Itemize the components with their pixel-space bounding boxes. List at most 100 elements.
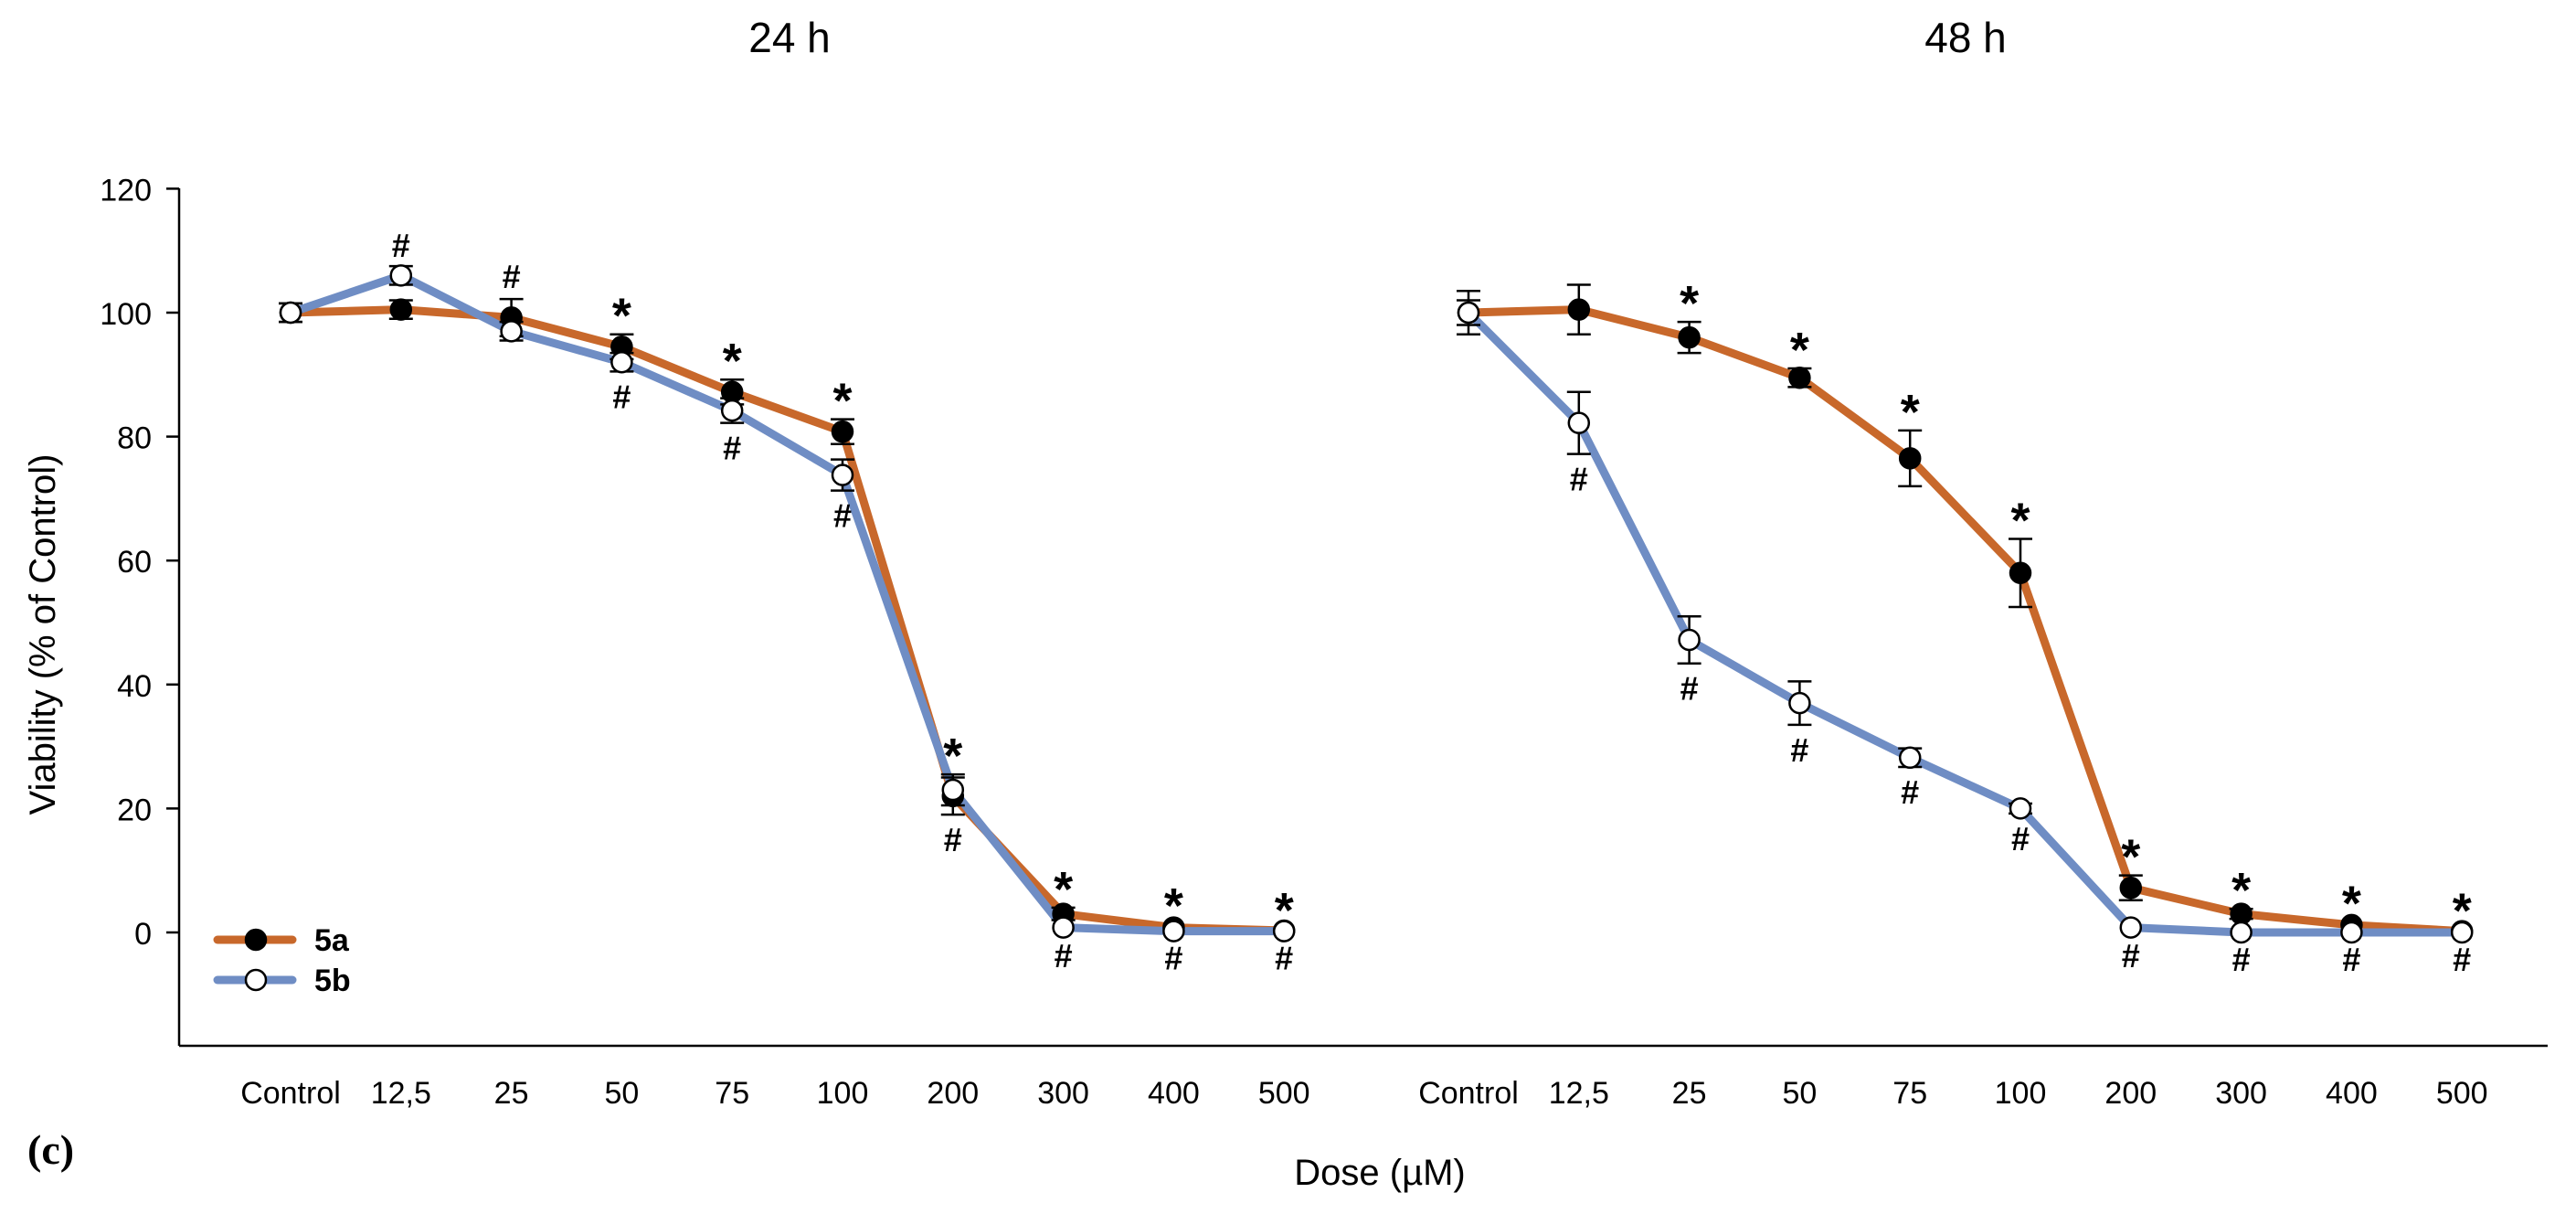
- legend-marker-5a: [244, 928, 268, 952]
- x-tick-label: 400: [2326, 1076, 2378, 1111]
- significance-star: *: [832, 374, 852, 429]
- y-axis-label: Viability (% of Control): [23, 454, 63, 815]
- data-point-5b: [610, 350, 633, 374]
- significance-hash: #: [2122, 937, 2140, 974]
- significance-star: *: [2342, 876, 2361, 931]
- data-point-5b: [1898, 746, 1922, 770]
- series-line-5b: [1464, 308, 2466, 937]
- significance-star: *: [943, 729, 962, 783]
- data-point-5b: [2340, 921, 2363, 944]
- x-tick-label: 300: [2215, 1076, 2267, 1111]
- significance-hash: #: [723, 430, 741, 467]
- significance-hash: #: [2453, 941, 2471, 978]
- significance-star: *: [1790, 323, 1809, 378]
- data-point-5b: [2450, 921, 2474, 944]
- data-point-5b: [1272, 920, 1296, 942]
- significance-hash: #: [2342, 941, 2360, 978]
- panel-0: ##*#*#*#*#*#*#*#: [279, 227, 1296, 977]
- x-tick-label: 75: [1892, 1076, 1927, 1111]
- significance-star: *: [612, 289, 631, 344]
- panel-1: #*#*#*#*# *#*#*#*#: [1457, 276, 2474, 978]
- series-line-5a: [1464, 305, 2466, 936]
- x-tick-label: 200: [2104, 1076, 2157, 1111]
- plot-area: ##*#*#*#*#*#*#*##*#*#*#*# *#*#*#*#: [279, 227, 2474, 978]
- x-tick-label: 50: [604, 1076, 639, 1111]
- significance-hash: #: [612, 378, 631, 415]
- x-axis-ticks: Control 12,5 25 50 75 100 200 300 400 500 Control 1…: [240, 1076, 2487, 1111]
- x-tick-label: 500: [1258, 1076, 1310, 1111]
- x-tick-label: 200: [927, 1076, 979, 1111]
- significance-star: *: [1275, 883, 1294, 938]
- panel-title-48h: 48 h: [1924, 14, 2007, 61]
- x-axis-label: Dose (µM): [1294, 1153, 1466, 1193]
- data-point-5b: [389, 264, 413, 287]
- data-point-5b: [1567, 411, 1591, 434]
- x-tick-label: 400: [1148, 1076, 1200, 1111]
- significance-hash: #: [503, 258, 521, 295]
- significance-hash: #: [1164, 940, 1182, 977]
- data-point-5b: [1457, 301, 1480, 325]
- x-tick-label: Control: [1418, 1076, 1519, 1111]
- significance-hash: #: [392, 227, 410, 264]
- data-point-5a: [831, 420, 854, 443]
- significance-hash: #: [1901, 773, 1919, 811]
- data-point-5b: [941, 778, 965, 802]
- y-tick-label: 0: [134, 917, 152, 952]
- data-point-5b: [2009, 797, 2032, 820]
- significance-star: *: [2121, 830, 2140, 885]
- y-tick-label: 120: [100, 173, 152, 208]
- significance-hash: #: [1790, 731, 1808, 769]
- data-point-5a: [1678, 325, 1701, 349]
- significance-hash: #: [1275, 940, 1293, 977]
- data-point-5b: [831, 463, 854, 486]
- significance-hash: #: [2232, 941, 2251, 978]
- x-tick-label: 25: [494, 1076, 529, 1111]
- x-tick-label: 50: [1782, 1076, 1817, 1111]
- x-tick-label: 300: [1037, 1076, 1089, 1111]
- significance-star: *: [2231, 863, 2251, 918]
- y-tick-label: 20: [117, 793, 152, 827]
- x-tick-label: 100: [1995, 1076, 2047, 1111]
- x-tick-label: 25: [1672, 1076, 1707, 1111]
- significance-hash: #: [944, 821, 962, 858]
- significance-star: *: [1164, 879, 1183, 933]
- x-tick-label: 500: [2436, 1076, 2488, 1111]
- significance-star: *: [2010, 493, 2030, 548]
- y-axis-ticks: 0 20 40 60 80 100 120: [100, 173, 179, 952]
- data-point-5b: [279, 301, 302, 325]
- significance-hash: #: [833, 497, 852, 535]
- significance-star: *: [723, 334, 742, 389]
- x-tick-label: 12,5: [371, 1076, 431, 1111]
- data-point-5b: [2119, 916, 2143, 939]
- y-tick-label: 80: [117, 421, 152, 456]
- data-point-5b: [1052, 916, 1075, 939]
- significance-star: *: [1901, 385, 1920, 440]
- legend-label-5a: 5a: [314, 923, 350, 958]
- data-point-5b: [720, 399, 744, 422]
- data-point-5b: [500, 320, 523, 343]
- panel-title-24h: 24 h: [748, 14, 831, 61]
- data-point-5a: [2119, 876, 2143, 900]
- y-tick-label: 40: [117, 669, 152, 704]
- significance-star: *: [1054, 862, 1073, 917]
- data-point-5a: [1567, 298, 1591, 321]
- y-tick-label: 100: [100, 297, 152, 332]
- significance-hash: #: [1055, 937, 1073, 974]
- data-point-5b: [1162, 920, 1185, 942]
- data-point-5a: [2009, 561, 2032, 585]
- legend-marker-5b: [244, 968, 268, 992]
- data-point-5a: [389, 298, 413, 321]
- legend-label-5b: 5b: [314, 964, 351, 998]
- significance-hash: #: [1680, 670, 1699, 708]
- significance-star: *: [1680, 276, 1699, 331]
- data-point-5b: [1788, 691, 1811, 715]
- data-point-5a: [1788, 366, 1811, 389]
- y-tick-label: 60: [117, 545, 152, 580]
- significance-hash: #: [1570, 461, 1588, 498]
- x-tick-label: Control: [240, 1076, 341, 1111]
- series-line-5a: [286, 305, 1288, 935]
- data-point-5b: [1678, 628, 1701, 652]
- x-tick-label: 12,5: [1549, 1076, 1609, 1111]
